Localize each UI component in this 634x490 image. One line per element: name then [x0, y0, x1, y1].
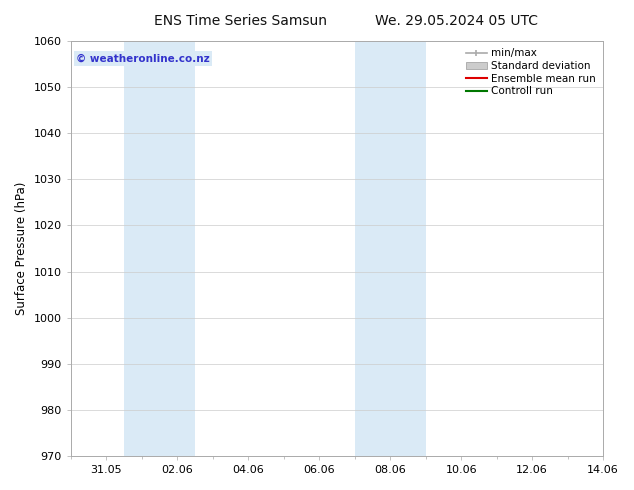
Y-axis label: Surface Pressure (hPa): Surface Pressure (hPa)	[15, 182, 28, 315]
Text: We. 29.05.2024 05 UTC: We. 29.05.2024 05 UTC	[375, 14, 538, 28]
Legend: min/max, Standard deviation, Ensemble mean run, Controll run: min/max, Standard deviation, Ensemble me…	[464, 46, 598, 98]
Text: ENS Time Series Samsun: ENS Time Series Samsun	[155, 14, 327, 28]
Text: © weatheronline.co.nz: © weatheronline.co.nz	[76, 53, 210, 64]
Bar	[124, 41, 195, 456]
Bar	[354, 41, 425, 456]
